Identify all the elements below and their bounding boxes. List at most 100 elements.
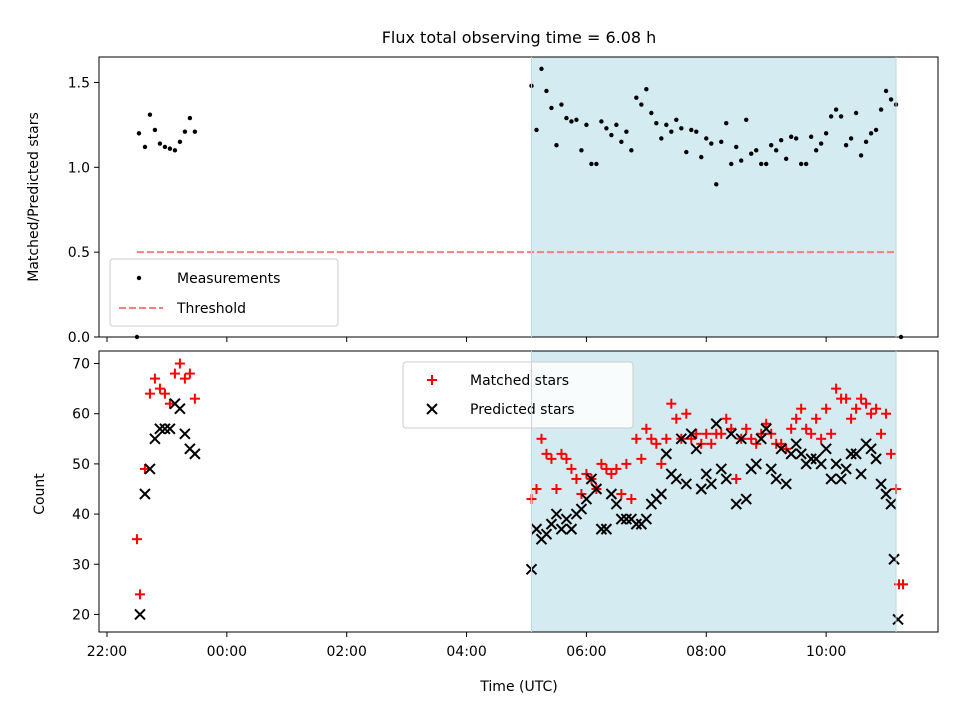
- matched-stars-point: [611, 463, 622, 474]
- matched-stars-point: [651, 438, 662, 449]
- predicted-stars-point: [815, 458, 827, 470]
- matched-stars-point: [801, 423, 812, 434]
- measurements-point: [579, 148, 584, 153]
- measurements-point: [783, 156, 789, 162]
- predicted-stars-point: [560, 513, 573, 525]
- matched-stars-point: [646, 433, 657, 444]
- matched-stars-point: [631, 433, 642, 444]
- legend-measurements-label: Measurements: [177, 271, 280, 287]
- bottom-legend-box: [402, 361, 634, 429]
- top-plot-frame: [98, 56, 939, 338]
- top-legend-box: [109, 258, 339, 327]
- measurements-point: [589, 161, 594, 167]
- matched-stars-point: [766, 428, 777, 439]
- measurements-point: [182, 129, 188, 134]
- measurements-point: [863, 139, 869, 145]
- measurements-point: [694, 129, 699, 134]
- predicted-stars-point: [835, 473, 847, 485]
- matched-stars-point: [159, 388, 170, 399]
- measurements-point: [157, 141, 163, 146]
- matched-stars-point: [131, 534, 142, 545]
- measurements-point: [147, 112, 153, 117]
- measurements-point: [679, 126, 684, 131]
- measurements-point: [624, 129, 629, 134]
- top-y-ticks: 0.0 0.5 1.0 1.5: [68, 75, 99, 346]
- predicted-stars-point: [880, 488, 892, 500]
- predicted-stars-point: [605, 488, 618, 500]
- predicted-stars-point: [855, 468, 867, 480]
- matched-stars-point: [556, 448, 567, 459]
- legend-predicted-label: Predicted stars: [470, 402, 575, 418]
- predicted-stars-point: [159, 423, 171, 435]
- matched-stars-point: [541, 448, 552, 459]
- measurements-point: [729, 161, 734, 167]
- matched-stars-point: [154, 383, 165, 394]
- predicted-stars-point: [715, 463, 727, 475]
- measurements-point: [634, 95, 639, 100]
- measurements-point: [873, 127, 879, 133]
- matched-stars-point: [871, 403, 882, 414]
- matched-stars-point: [174, 358, 185, 369]
- predicted-stars-point: [885, 498, 897, 510]
- predicted-stars-point: [840, 463, 852, 475]
- predicted-stars-point: [580, 493, 593, 505]
- bottom-y-tick-label: 40: [72, 507, 90, 523]
- predicted-stars-point: [179, 428, 191, 440]
- measurements-point: [192, 129, 198, 134]
- legend-matched-label: Matched stars: [470, 373, 569, 389]
- matched-stars-point: [189, 393, 200, 404]
- measurements-point: [759, 161, 764, 167]
- x-tick-label: 04:00: [446, 644, 486, 660]
- x-tick-label: 08:00: [686, 644, 726, 660]
- measurements-point: [152, 127, 158, 133]
- matched-stars-point: [571, 473, 582, 484]
- measurements-point: [724, 120, 729, 126]
- legend-matched-marker: [427, 375, 437, 385]
- matched-stars-point: [881, 408, 892, 419]
- bottom-legend: Matched stars Predicted stars: [402, 361, 634, 429]
- measurements-point: [564, 115, 569, 121]
- measurements-point: [828, 114, 834, 119]
- predicted-stars-point: [685, 428, 698, 440]
- x-tick-label: 02:00: [327, 644, 367, 660]
- predicted-stars-point: [892, 613, 904, 626]
- matched-stars-point: [566, 463, 577, 474]
- predicted-stars-point: [675, 433, 688, 445]
- measurements-point: [843, 143, 849, 148]
- matched-stars-point: [164, 398, 175, 409]
- predicted-stars-point: [730, 498, 742, 510]
- predicted-stars-point: [630, 518, 643, 530]
- matched-stars-point: [561, 453, 572, 464]
- matched-stars-point: [551, 483, 562, 494]
- predicted-stars-point: [875, 478, 887, 490]
- measurements-point: [778, 137, 784, 143]
- matched-stars-point: [806, 428, 817, 439]
- matched-stars-point: [144, 388, 155, 399]
- top-x-ticks: [106, 337, 827, 342]
- measurements-point: [167, 146, 173, 151]
- matched-stars-point: [761, 418, 772, 429]
- predicted-stars-point: [189, 448, 201, 460]
- top-y-tick-label: 1.0: [68, 160, 90, 176]
- predicted-stars-point: [785, 448, 797, 460]
- legend-threshold-label: Threshold: [176, 301, 246, 317]
- matched-stars-point: [726, 423, 737, 434]
- predicted-stars-point: [795, 448, 807, 460]
- matched-stars-point: [706, 438, 717, 449]
- predicted-stars-point: [680, 478, 693, 490]
- measurements-point: [699, 154, 704, 160]
- measurements-point: [187, 115, 193, 121]
- matched-stars-point: [716, 428, 727, 439]
- predicted-stars-point: [770, 473, 782, 485]
- matched-stars-point: [621, 458, 632, 469]
- measurements-point: [749, 151, 754, 156]
- matched-stars-point: [601, 463, 612, 474]
- measurements-point: [689, 127, 694, 133]
- measurements-point: [833, 107, 839, 112]
- measurements-point: [808, 134, 814, 139]
- predicted-stars-point: [530, 523, 543, 535]
- predicted-stars-point: [725, 428, 737, 440]
- matched-stars-point: [796, 403, 807, 414]
- predicted-stars-point: [660, 448, 673, 460]
- legend-measurements-marker: [136, 275, 142, 281]
